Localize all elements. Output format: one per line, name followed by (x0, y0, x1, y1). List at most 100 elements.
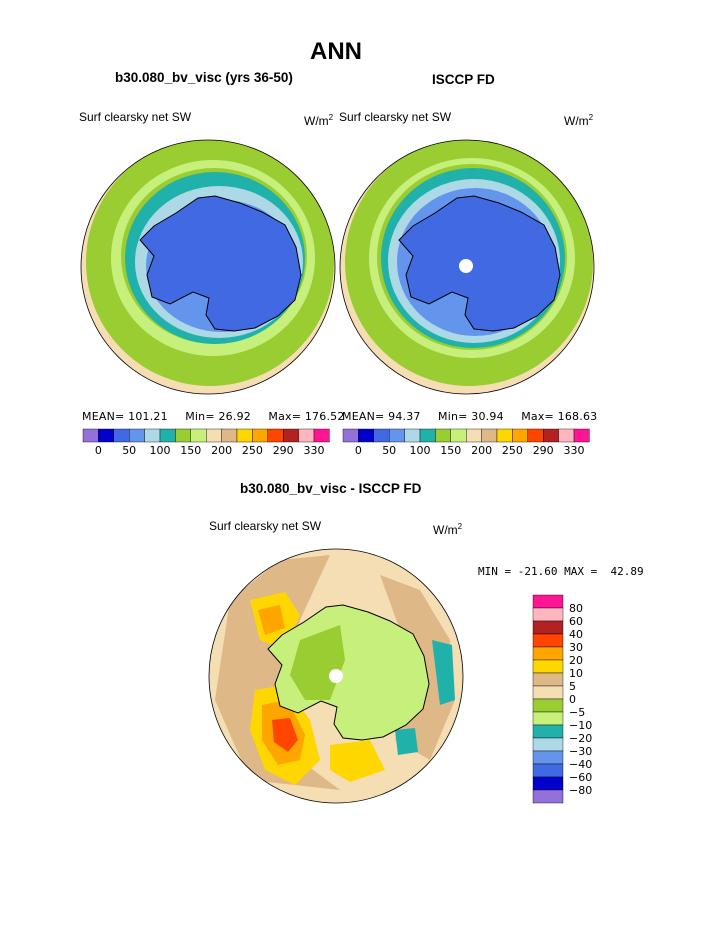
colorbar-panel1: 0 50 100 150 200 250 290 330 (82, 428, 330, 457)
colorbar-difference-swatch (532, 750, 564, 765)
panel2-min-label: Min= (438, 410, 468, 423)
panel2-mean-value: 94.37 (388, 410, 421, 423)
panel3-units-exp: 2 (457, 522, 463, 531)
colorbar-panel2-swatch (373, 428, 390, 443)
colorbar-panel2-swatch (435, 428, 452, 443)
panel1-max-label: Max= (268, 410, 302, 423)
panel1-units-base: W/m (304, 114, 329, 128)
colorbar-panel2-tick-label: 290 (533, 444, 554, 457)
panel3-field-label: Surf clearsky net SW (209, 519, 322, 533)
colorbar-panel1-swatch (144, 428, 161, 443)
panel1-units-exp: 2 (328, 113, 334, 122)
colorbar-panel2-swatch (419, 428, 436, 443)
colorbar-panel1-swatch (190, 428, 207, 443)
panel2-units-base: W/m (564, 114, 589, 128)
colorbar-difference-swatch (532, 737, 564, 752)
colorbar-panel1-tick-label: 100 (150, 444, 171, 457)
colorbar-difference-tick-label: 5 (569, 680, 576, 693)
colorbar-panel1-swatch (175, 428, 192, 443)
colorbar-panel2-swatch (465, 428, 482, 443)
panel1-units: W/m2 (304, 113, 333, 128)
panel1-stats: MEAN= 101.21 Min= 26.92 Max= 176.52 (82, 410, 345, 423)
colorbar-panel2-tick-label: 150 (440, 444, 461, 457)
colorbar-panel1-swatch (82, 428, 99, 443)
colorbar-panel1-tick-label: 250 (242, 444, 263, 457)
colorbar-panel2-tick-label: 250 (502, 444, 523, 457)
panel2-min-value: 30.94 (471, 410, 504, 423)
colorbar-panel2-swatch (542, 428, 559, 443)
colorbar-panel1-swatch (221, 428, 238, 443)
map3-orange-west (258, 605, 285, 635)
map1-antarctica (139, 195, 302, 332)
colorbar-difference-swatch (532, 724, 564, 739)
panel3-title: b30.080_bv_visc - ISCCP FD (240, 481, 422, 496)
panel3-units-base: W/m (433, 523, 458, 537)
colorbar-panel1-swatch (267, 428, 284, 443)
colorbar-panel2-tick-label: 100 (410, 444, 431, 457)
map2-antarctica (398, 195, 561, 332)
colorbar-panel2-swatch (512, 428, 528, 443)
colorbar-panel1-swatch (129, 428, 145, 443)
colorbar-difference-swatch (532, 607, 564, 622)
map3-teal-se (395, 728, 418, 755)
colorbar-difference-tick-label: −10 (569, 719, 592, 732)
colorbar-panel1-swatch (113, 428, 130, 443)
colorbar-panel2-swatch (389, 428, 405, 443)
panel2-case-title: ISCCP FD (432, 72, 495, 87)
panel1-min-label: Min= (185, 410, 215, 423)
colorbar-difference-swatch (532, 672, 564, 687)
colorbar-panel1-swatch (159, 428, 176, 443)
panel2-stats: MEAN= 94.37 Min= 30.94 Max= 168.63 (342, 410, 597, 423)
colorbar-difference-swatch (532, 776, 564, 791)
colorbar-difference-tick-label: 60 (569, 615, 583, 628)
colorbar-panel2-swatch (496, 428, 513, 443)
map2-pole-hole (459, 259, 473, 273)
colorbar-panel1-swatch (236, 428, 253, 443)
colorbar-panel1-swatch (282, 428, 299, 443)
colorbar-difference-swatch (532, 698, 564, 713)
map3-red-sw (272, 718, 298, 752)
panel3-units: W/m2 (433, 522, 462, 537)
colorbar-panel2-swatch (527, 428, 544, 443)
panel2-units-exp: 2 (588, 113, 594, 122)
figure-title: ANN (310, 38, 362, 65)
colorbar-panel2-tick-label: 50 (382, 444, 396, 457)
colorbar-panel1-swatch (205, 428, 222, 443)
colorbar-difference-swatch (532, 620, 564, 635)
panel2-units: W/m2 (564, 113, 593, 128)
colorbar-difference-tick-label: 0 (569, 693, 576, 706)
panel1-case-title: b30.080_bv_visc (yrs 36-50) (115, 70, 293, 85)
colorbar-panel2-swatch (450, 428, 467, 443)
colorbar-panel1-tick-label: 150 (180, 444, 201, 457)
colorbar-panel1-swatch (313, 428, 330, 443)
colorbar-panel1-tick-label: 50 (122, 444, 136, 457)
colorbar-difference-swatch (532, 685, 564, 700)
panel1-max-value: 176.52 (304, 410, 345, 423)
colorbar-panel2-swatch (358, 428, 374, 443)
colorbar-panel2-swatch (573, 428, 590, 443)
map3-teal-east (432, 640, 455, 705)
colorbar-difference-tick-label: 80 (569, 602, 583, 615)
panel1-mean-value: 101.21 (128, 410, 168, 423)
map3-darkgreen-interior (290, 625, 345, 700)
colorbar-difference-swatch (532, 646, 564, 661)
colorbar-difference-tick-label: 40 (569, 628, 583, 641)
colorbar-panel1-swatch (98, 428, 114, 443)
map3-tan-region-west (215, 555, 340, 790)
colorbar-panel2-tick-label: 330 (564, 444, 585, 457)
colorbar-panel2-swatch (558, 428, 575, 443)
colorbar-difference-swatch (532, 711, 564, 726)
colorbar-panel2: 0 50 100 150 200 250 290 330 (342, 428, 590, 457)
colorbar-difference-tick-label: −20 (569, 732, 592, 745)
colorbar-difference-tick-label: −5 (569, 706, 585, 719)
map3-pole-hole (329, 669, 343, 683)
colorbar-difference-swatch (532, 763, 564, 778)
panel1-field-label: Surf clearsky net SW (79, 110, 192, 124)
colorbar-panel1-tick-label: 290 (273, 444, 294, 457)
colorbar-panel2-tick-label: 0 (355, 444, 362, 457)
colorbar-difference-swatch (532, 659, 564, 674)
colorbar-difference-tick-label: −40 (569, 758, 592, 771)
colorbar-panel1-tick-label: 200 (211, 444, 232, 457)
colorbar-panel1-tick-label: 330 (304, 444, 325, 457)
